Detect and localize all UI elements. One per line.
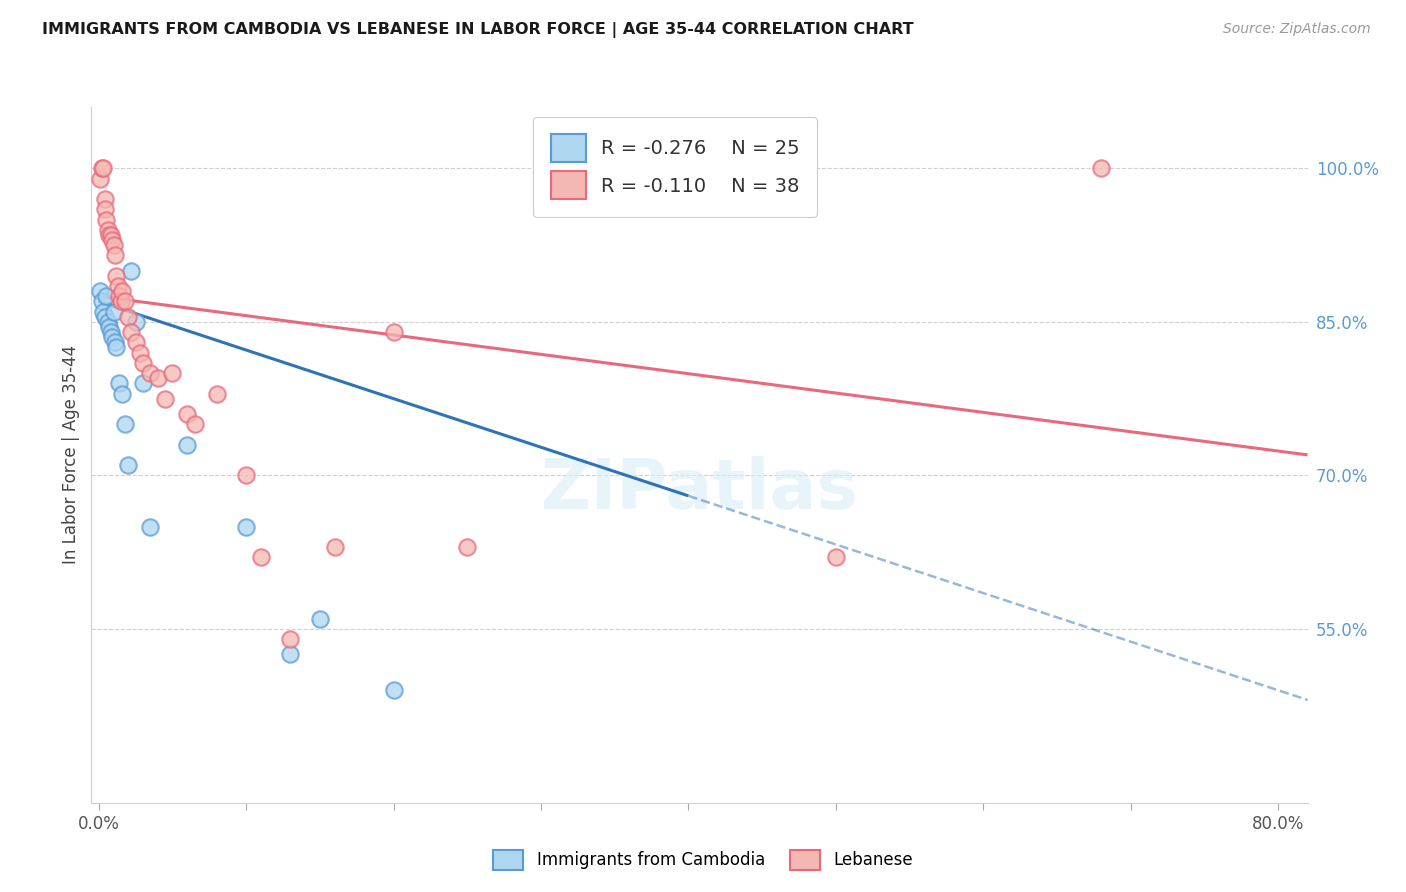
Point (107, 279, 129, 293)
Point (104, 335, 127, 350)
Point (162, 366, 184, 380)
Point (100, 227, 122, 242)
Point (280, 648, 302, 662)
Point (89, 171, 111, 186)
Point (105, 341, 128, 355)
Point (94, 212, 117, 227)
Point (89, 284, 111, 298)
Point (108, 289, 131, 303)
Point (94, 289, 117, 303)
Point (176, 438, 198, 452)
Point (309, 612, 332, 626)
Point (91, 161, 114, 176)
Point (114, 294, 136, 309)
Point (456, 540, 478, 554)
Point (120, 325, 142, 339)
Legend: R = -0.276    N = 25, R = -0.110    N = 38: R = -0.276 N = 25, R = -0.110 N = 38 (533, 117, 817, 217)
Point (90, 294, 112, 309)
Point (205, 386, 228, 401)
Point (124, 315, 146, 329)
Point (98, 227, 121, 242)
Point (176, 407, 198, 421)
Point (101, 330, 124, 344)
Point (120, 264, 142, 278)
Point (124, 335, 146, 350)
Point (111, 284, 134, 298)
Text: Source: ZipAtlas.com: Source: ZipAtlas.com (1223, 22, 1371, 37)
Point (103, 238, 125, 252)
Point (235, 519, 257, 533)
Y-axis label: In Labor Force | Age 35-44: In Labor Force | Age 35-44 (62, 345, 80, 565)
Point (250, 550, 273, 565)
Point (97, 315, 120, 329)
Point (382, 325, 405, 339)
Point (235, 468, 257, 483)
Text: ZIPatlas: ZIPatlas (540, 456, 859, 524)
Point (91, 304, 114, 318)
Point (104, 248, 127, 262)
Point (98, 320, 121, 334)
Point (97, 223, 120, 237)
Point (139, 366, 162, 380)
Point (153, 392, 176, 406)
Point (111, 386, 134, 401)
Point (132, 356, 155, 370)
Legend: Immigrants from Cambodia, Lebanese: Immigrants from Cambodia, Lebanese (486, 843, 920, 877)
Point (117, 458, 139, 472)
Point (382, 683, 405, 698)
Point (101, 233, 124, 247)
Point (110, 294, 132, 309)
Point (1090, 161, 1112, 176)
Point (824, 550, 846, 565)
Point (117, 310, 139, 324)
Point (146, 371, 169, 385)
Point (183, 417, 205, 432)
Point (323, 540, 346, 554)
Point (108, 376, 131, 391)
Point (103, 304, 125, 318)
Point (132, 376, 155, 391)
Point (90, 161, 112, 176)
Point (139, 519, 162, 533)
Point (105, 268, 128, 283)
Point (114, 417, 136, 432)
Text: IMMIGRANTS FROM CAMBODIA VS LEBANESE IN LABOR FORCE | AGE 35-44 CORRELATION CHAR: IMMIGRANTS FROM CAMBODIA VS LEBANESE IN … (42, 22, 914, 38)
Point (93, 202, 115, 217)
Point (280, 632, 302, 646)
Point (129, 345, 152, 359)
Point (93, 192, 115, 206)
Point (100, 325, 122, 339)
Point (93, 310, 115, 324)
